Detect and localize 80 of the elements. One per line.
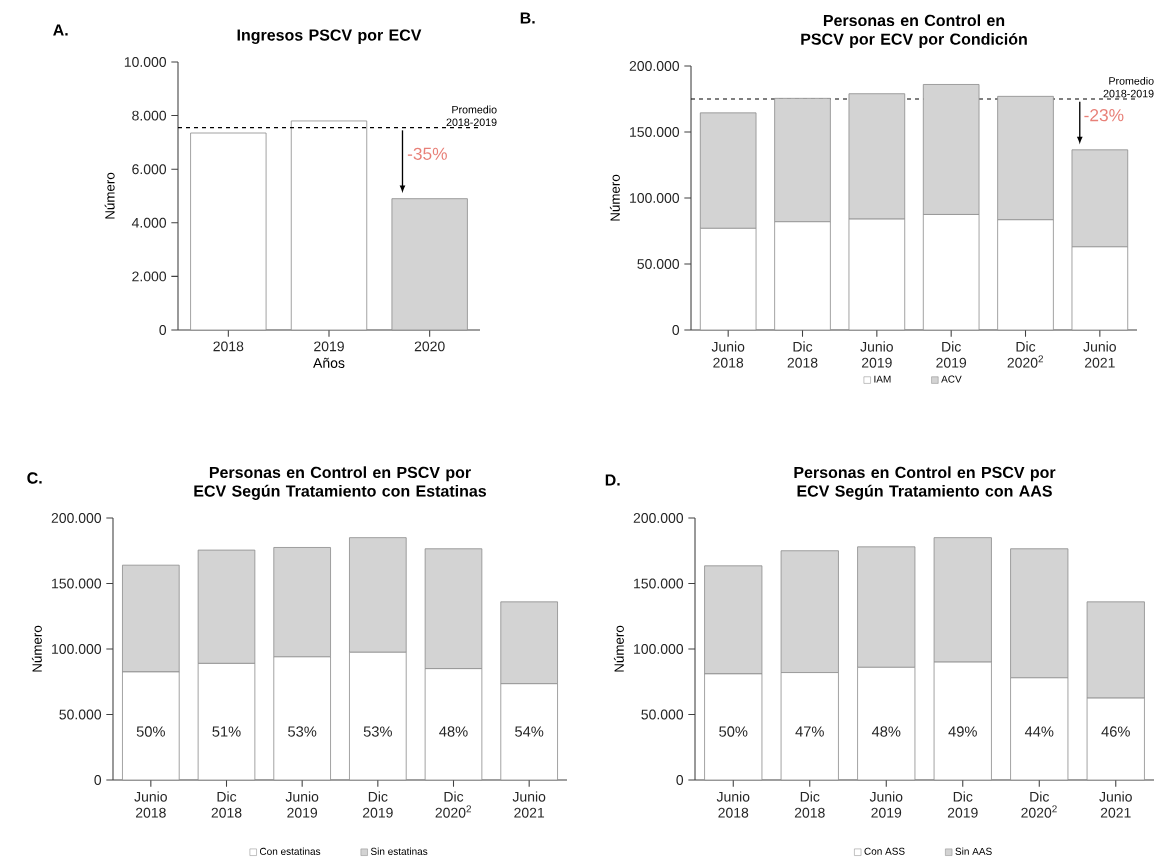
chart-title: Ingresos PSCV por ECV [237, 29, 422, 44]
text: D. [605, 474, 620, 486]
chart-title: Personas en Control en PSCV por ECV por Condición [801, 14, 1027, 48]
x-tick-label: Junio 2018 [134, 791, 167, 818]
bar [391, 198, 468, 331]
x-tick-label: Dic 2018 [794, 791, 825, 818]
y-tick-label: 50.000 [59, 709, 102, 720]
annotation: 48% [439, 726, 468, 737]
x-tick-label: Junio 2019 [860, 341, 893, 368]
annotation: 53% [288, 726, 317, 737]
legend-label: Sin estatinas [370, 847, 428, 855]
y-tick-label: 0 [676, 775, 684, 785]
y-tick-label: 2.000 [132, 271, 167, 282]
annotation: 44% [1024, 726, 1054, 737]
x-tick-label: Dic 2018 [787, 341, 818, 368]
x-tick-label: Dic 2020$^{2}$ [1021, 791, 1057, 818]
bar [190, 132, 267, 331]
y-tick-label: 200.000 [629, 61, 680, 71]
chart-title: Personas en Control en PSCV por ECV Según Tratamiento con AAS [794, 466, 1056, 500]
y-tick-label: 0 [94, 775, 102, 785]
annotation: 47% [795, 726, 824, 737]
ref-line-label: Promedio 2018-2019 [1103, 76, 1154, 98]
y-tick-label: 150.000 [630, 127, 680, 137]
x-axis-title: Años [313, 357, 345, 368]
x-tick-label: Dic 2019 [362, 791, 393, 818]
y-tick-label: 200.000 [51, 513, 102, 523]
y-tick-label: 100.000 [52, 644, 102, 654]
y-tick-label: 50.000 [641, 709, 684, 720]
y-tick-label: 150.000 [634, 578, 684, 589]
y-tick-label: 50.000 [637, 259, 680, 269]
legend-label: Sin AAS [955, 847, 992, 855]
annotation: 46% [1101, 726, 1130, 737]
bar [290, 120, 368, 331]
annotation: 48% [871, 726, 901, 737]
x-tick-label: 2020 [414, 341, 445, 352]
y-tick-label: 100.000 [630, 193, 680, 203]
text: C. [27, 472, 42, 484]
y-tick-label: 100.000 [634, 644, 684, 654]
annotation: 50% [719, 726, 748, 737]
legend-label: Con estatinas [259, 847, 321, 855]
y-tick-label: 150.000 [52, 578, 102, 589]
annotation: -35% [407, 147, 447, 160]
annotation: 54% [515, 726, 544, 737]
x-tick-label: Junio 2021 [512, 791, 546, 818]
chart-title: Personas en Control en PSCV por ECV Según Tratamiento con Estatinas [194, 466, 487, 500]
y-tick-label: 8.000 [132, 110, 167, 121]
x-tick-label: Junio 2019 [285, 791, 319, 818]
x-tick-label: Junio 2021 [1083, 341, 1116, 368]
x-tick-label: Junio 2018 [711, 341, 745, 368]
y-axis-title: Número [613, 625, 624, 672]
annotation: -23% [1084, 109, 1124, 122]
annotation: 49% [948, 726, 977, 737]
x-tick-label: Junio 2018 [716, 791, 750, 818]
legend-label: Con ASS [864, 847, 905, 855]
x-tick-label: Dic 2019 [947, 791, 978, 818]
y-tick-label: 6.000 [132, 164, 167, 175]
legend-label: IAM [874, 375, 891, 383]
x-tick-label: 2018 [213, 341, 244, 352]
text: A. [53, 24, 68, 36]
y-tick-label: 0 [159, 325, 167, 335]
text: B. [520, 12, 535, 24]
legend-label: ACV [941, 375, 962, 383]
x-tick-label: Junio 2019 [869, 791, 903, 818]
annotation: 51% [212, 726, 241, 737]
y-axis-title: Número [609, 174, 620, 221]
ref-line-label: Promedio 2018-2019 [446, 105, 497, 127]
x-tick-label: Dic 2020$^{2}$ [435, 791, 471, 818]
x-tick-label: Junio 2021 [1099, 791, 1132, 818]
y-axis-title: Número [31, 625, 42, 672]
y-tick-label: 200.000 [633, 513, 684, 523]
x-tick-label: Dic 2019 [936, 341, 967, 368]
y-axis-title: Número [104, 172, 115, 219]
annotation: 50% [136, 726, 165, 737]
y-tick-label: 0 [672, 325, 680, 335]
x-tick-label: Dic 2020$^{2}$ [1007, 341, 1043, 368]
y-tick-label: 4.000 [131, 217, 167, 228]
x-tick-label: Dic 2018 [211, 791, 242, 818]
y-tick-label: 10.000 [124, 57, 167, 67]
annotation: 53% [363, 726, 392, 737]
x-tick-label: 2019 [314, 341, 344, 352]
